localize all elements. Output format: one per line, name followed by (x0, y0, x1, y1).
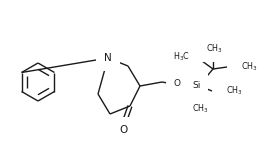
Text: H$_3$C: H$_3$C (173, 51, 190, 63)
Text: N: N (104, 53, 112, 63)
Text: CH$_3$: CH$_3$ (192, 103, 208, 115)
Text: CH$_3$: CH$_3$ (226, 85, 243, 97)
Text: O: O (174, 80, 181, 88)
Text: Si: Si (193, 81, 201, 90)
Text: CH$_3$: CH$_3$ (206, 43, 222, 55)
Text: CH$_3$: CH$_3$ (241, 61, 258, 73)
Text: O: O (120, 125, 128, 135)
